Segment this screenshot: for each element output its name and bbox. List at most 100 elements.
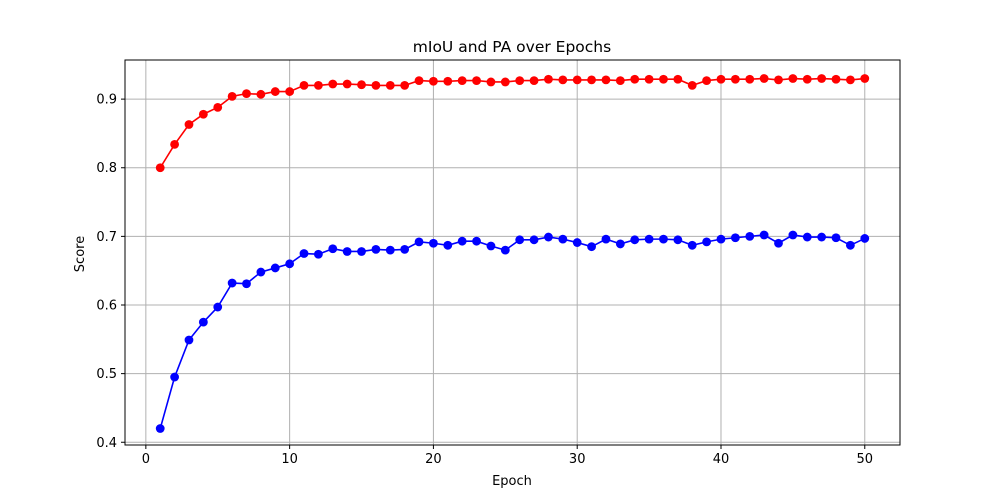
- y-tick-label: 0.9: [96, 93, 117, 108]
- data-point: [213, 102, 223, 112]
- data-point: [587, 75, 596, 85]
- data-point: [630, 235, 640, 245]
- data-point: [630, 74, 640, 84]
- data-point: [285, 259, 295, 269]
- data-point: [299, 249, 309, 258]
- data-point: [242, 279, 251, 289]
- data-point: [414, 76, 424, 85]
- data-point: [429, 238, 438, 248]
- data-point: [256, 89, 266, 99]
- data-point: [500, 245, 510, 255]
- data-point: [659, 234, 668, 244]
- series-group: [155, 74, 870, 433]
- data-point: [529, 235, 539, 245]
- data-point: [802, 74, 812, 84]
- data-point: [572, 75, 582, 85]
- x-tick-label: 20: [425, 452, 442, 467]
- y-tick-label: 0.7: [96, 230, 117, 245]
- x-tick-label: 0: [142, 452, 150, 467]
- data-point: [702, 76, 712, 85]
- data-point: [285, 87, 295, 96]
- data-point: [472, 76, 481, 85]
- grid: [125, 60, 900, 445]
- data-point: [457, 236, 467, 246]
- data-point: [774, 75, 783, 85]
- data-point: [644, 74, 654, 84]
- data-point: [457, 76, 467, 85]
- data-point: [544, 74, 553, 84]
- data-point: [687, 240, 697, 250]
- data-point: [515, 235, 525, 245]
- series-line: [159, 234, 866, 429]
- data-point: [155, 424, 165, 433]
- x-tick-label: 40: [713, 452, 730, 467]
- data-point: [515, 76, 525, 85]
- data-point: [299, 80, 309, 90]
- data-point: [184, 335, 194, 345]
- data-point: [702, 237, 712, 247]
- data-point: [443, 76, 453, 86]
- data-point: [227, 278, 237, 288]
- data-point: [184, 120, 194, 129]
- data-point: [170, 372, 180, 382]
- data-point: [788, 230, 798, 240]
- data-point: [270, 87, 280, 96]
- data-point: [371, 80, 381, 90]
- data-point: [357, 80, 366, 90]
- data-point: [529, 76, 539, 85]
- data-point: [802, 232, 812, 242]
- data-point: [328, 244, 338, 254]
- series-line: [159, 77, 865, 169]
- x-axis-label: Epoch: [492, 474, 532, 489]
- data-point: [342, 79, 352, 89]
- data-point: [831, 233, 841, 243]
- data-point: [544, 232, 553, 242]
- data-point: [759, 230, 769, 240]
- data-point: [155, 163, 165, 173]
- data-point: [270, 263, 280, 273]
- chart-title: mIoU and PA over Epochs: [413, 38, 611, 56]
- y-tick-label: 0.6: [96, 299, 117, 314]
- x-tick-label: 50: [856, 452, 873, 467]
- data-point: [414, 237, 424, 247]
- data-point: [745, 74, 755, 84]
- data-point: [385, 245, 395, 255]
- data-point: [500, 77, 510, 87]
- plot-frame: [124, 59, 901, 446]
- data-point: [659, 74, 668, 84]
- data-point: [558, 234, 568, 244]
- data-point: [227, 91, 237, 101]
- data-point: [730, 233, 740, 243]
- data-point: [673, 235, 683, 245]
- series-1: [155, 230, 870, 433]
- data-point: [486, 77, 496, 87]
- data-point: [716, 74, 726, 84]
- y-axis-label: Score: [73, 236, 88, 272]
- data-point: [601, 75, 611, 85]
- data-point: [572, 238, 582, 247]
- data-point: [443, 240, 453, 250]
- data-point: [313, 80, 323, 90]
- data-point: [845, 75, 855, 85]
- data-point: [601, 234, 611, 244]
- data-point: [371, 245, 381, 254]
- data-point: [400, 80, 410, 90]
- data-point: [242, 89, 251, 99]
- data-point: [429, 76, 438, 86]
- data-point: [486, 241, 496, 251]
- data-point: [845, 240, 855, 250]
- data-point: [774, 238, 783, 248]
- data-point: [313, 249, 323, 259]
- data-point: [472, 236, 481, 246]
- axes: 0 10 20 30 40 50 0.4 0.5 0.6 0.7 0.8 0.9: [96, 59, 901, 467]
- y-tick-label: 0.5: [96, 367, 117, 382]
- data-point: [198, 109, 208, 119]
- data-point: [759, 74, 769, 83]
- series-0: [155, 74, 870, 173]
- data-point: [213, 302, 223, 312]
- data-point: [860, 234, 870, 243]
- data-point: [687, 80, 697, 90]
- data-point: [198, 317, 208, 327]
